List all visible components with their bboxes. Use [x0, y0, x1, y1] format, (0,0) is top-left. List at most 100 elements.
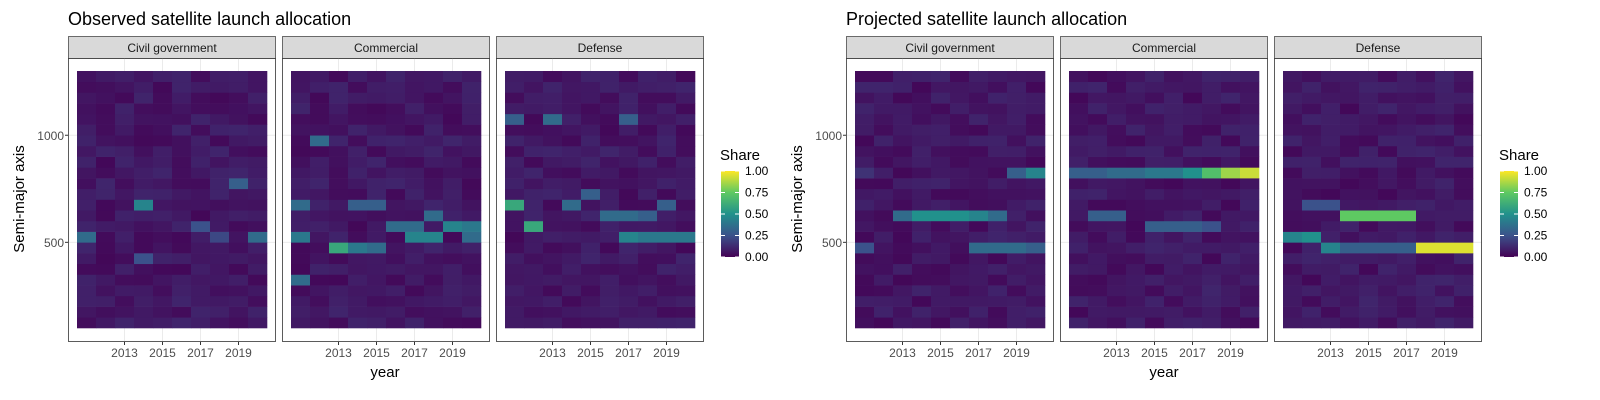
heatmap-tile	[676, 81, 696, 93]
heatmap-tile	[1126, 306, 1146, 318]
heatmap-tile	[1007, 167, 1027, 179]
heatmap-tile	[657, 317, 677, 329]
heatmap-tile	[874, 103, 894, 115]
heatmap-tile	[462, 81, 482, 93]
heatmap-tile	[77, 317, 97, 329]
heatmap-tile	[229, 92, 249, 104]
heatmap-tile	[1302, 156, 1322, 168]
heatmap-tile	[248, 124, 268, 136]
heatmap-tile	[1164, 210, 1184, 222]
heatmap-tile	[1164, 103, 1184, 115]
heatmap-tile	[291, 188, 311, 200]
heatmap-tile	[462, 285, 482, 297]
heatmap-tile	[1435, 210, 1455, 222]
heatmap-tile	[291, 81, 311, 93]
heatmap-tile	[524, 71, 544, 83]
heatmap-tile	[562, 135, 582, 147]
heatmap-tile	[310, 167, 330, 179]
heatmap-tile	[1183, 113, 1203, 125]
heatmap-tile	[1202, 81, 1222, 93]
heatmap-tile	[405, 285, 425, 297]
heatmap-tile	[367, 295, 387, 307]
heatmap-tile	[405, 210, 425, 222]
heatmap-tile	[153, 285, 173, 297]
heatmap-tile	[1126, 188, 1146, 200]
facet-strip-label: Defense	[578, 41, 623, 55]
heatmap-tile	[1145, 295, 1165, 307]
heatmap-tile	[1359, 210, 1379, 222]
heatmap-tile	[505, 263, 525, 275]
heatmap-tile	[524, 231, 544, 243]
heatmap-tile	[248, 231, 268, 243]
heatmap-tile	[988, 145, 1008, 157]
heatmap-tile	[1088, 81, 1108, 93]
heatmap-tile	[1359, 263, 1379, 275]
heatmap-tile	[172, 274, 192, 286]
heatmap-tile	[1183, 167, 1203, 179]
heatmap-tile	[1378, 306, 1398, 318]
heatmap-tile	[1107, 210, 1127, 222]
heatmap-tile	[1340, 306, 1360, 318]
heatmap-tile	[1454, 81, 1474, 93]
heatmap-tile	[1435, 81, 1455, 93]
heatmap-tile	[1397, 92, 1417, 104]
heatmap-tile	[1007, 242, 1027, 254]
heatmap-tile	[1145, 210, 1165, 222]
heatmap-tile	[524, 306, 544, 318]
heatmap-tile	[1435, 103, 1455, 115]
heatmap-tile	[676, 199, 696, 211]
heatmap-tile	[1321, 188, 1341, 200]
heatmap-tile	[462, 135, 482, 147]
heatmap-tile	[676, 167, 696, 179]
heatmap-tile	[1007, 253, 1027, 265]
panel-border	[1060, 58, 1268, 342]
heatmap-tile	[153, 295, 173, 307]
heatmap-tile	[1302, 135, 1322, 147]
heatmap-tile	[348, 317, 368, 329]
heatmap-tile	[524, 263, 544, 275]
heatmap-tile	[191, 199, 211, 211]
heatmap-tile	[1183, 285, 1203, 297]
heatmap-tile	[1145, 71, 1165, 83]
heatmap-tile	[329, 156, 349, 168]
heatmap-tile	[367, 231, 387, 243]
heatmap-tile	[153, 92, 173, 104]
heatmap-tile	[1340, 199, 1360, 211]
heatmap-tile	[657, 135, 677, 147]
heatmap-tile	[1088, 178, 1108, 190]
heatmap-tile	[210, 253, 230, 265]
heatmap-tile	[96, 81, 116, 93]
heatmap-tile	[405, 178, 425, 190]
heatmap-tile	[1359, 274, 1379, 286]
heatmap-tile	[386, 167, 406, 179]
heatmap-tile	[248, 113, 268, 125]
facet-strip-label: Civil government	[127, 41, 217, 55]
heatmap-tile	[210, 242, 230, 254]
heatmap-tile	[1221, 167, 1241, 179]
heatmap-tile	[77, 199, 97, 211]
heatmap-tile	[1378, 124, 1398, 136]
heatmap-tile	[1340, 285, 1360, 297]
heatmap-tile	[367, 71, 387, 83]
heatmap-tile	[96, 263, 116, 275]
heatmap-tile	[619, 317, 639, 329]
heatmap-tile	[581, 274, 601, 286]
heatmap-tile	[443, 156, 463, 168]
heatmap-tile	[562, 274, 582, 286]
heatmap-tile	[153, 306, 173, 318]
legend-tick-0.50: 0.50	[1524, 207, 1548, 221]
heatmap-tile	[638, 317, 658, 329]
heatmap-tile	[1240, 317, 1260, 329]
heatmap-tile	[1069, 178, 1089, 190]
heatmap-tile	[1202, 242, 1222, 254]
heatmap-tile	[367, 253, 387, 265]
heatmap-tile	[855, 178, 875, 190]
heatmap-tile	[676, 135, 696, 147]
heatmap-tile	[1183, 145, 1203, 157]
heatmap-tile	[443, 113, 463, 125]
heatmap-tile	[1069, 113, 1089, 125]
heatmap-tile	[1026, 81, 1046, 93]
heatmap-tile	[1107, 71, 1127, 83]
heatmap-tile	[1397, 103, 1417, 115]
heatmap-tile	[1221, 145, 1241, 157]
